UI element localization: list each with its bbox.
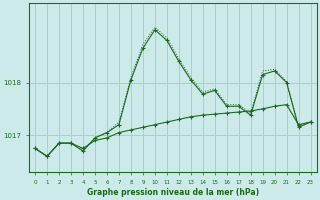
- X-axis label: Graphe pression niveau de la mer (hPa): Graphe pression niveau de la mer (hPa): [87, 188, 259, 197]
